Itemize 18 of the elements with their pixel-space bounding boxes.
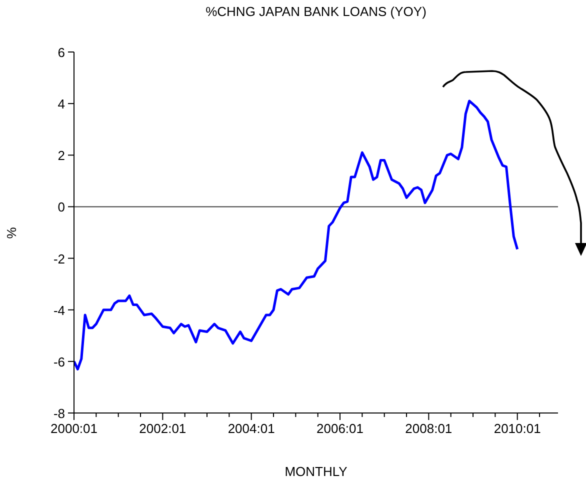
x-tick-label: 2002:01 xyxy=(139,421,186,436)
y-tick-label: 0 xyxy=(58,200,65,215)
y-tick-label: 6 xyxy=(58,45,65,60)
y-tick-label: -6 xyxy=(53,354,65,370)
x-tick-label: 2008:01 xyxy=(405,421,452,436)
x-tick-label: 2006:01 xyxy=(316,421,364,436)
x-tick-label: 2000:01 xyxy=(50,421,98,436)
x-axis-title: MONTHLY xyxy=(284,464,348,479)
y-tick-label: 2 xyxy=(58,148,65,164)
chart-title: %CHNG JAPAN BANK LOANS (YOY) xyxy=(204,4,428,19)
y-tick-label: 4 xyxy=(58,96,65,112)
x-tick-label: 2010:01 xyxy=(494,421,541,436)
y-tick-label: -4 xyxy=(53,302,65,318)
y-axis-title: % xyxy=(4,226,20,240)
y-tick-label: -2 xyxy=(53,251,65,266)
line-series xyxy=(74,100,519,370)
y-tick-label: -8 xyxy=(53,406,65,421)
x-tick-label: 2004:01 xyxy=(228,421,275,436)
